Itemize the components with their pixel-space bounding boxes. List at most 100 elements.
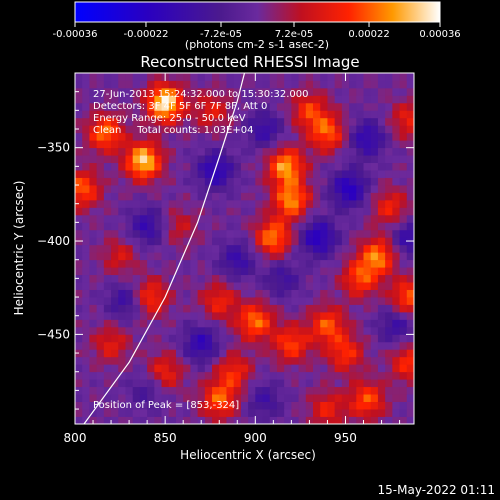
heatmap-cell [132, 177, 141, 186]
heatmap-cell [320, 326, 328, 335]
heatmap-cell [370, 282, 379, 290]
heatmap-cell [320, 214, 328, 223]
heatmap-cell [370, 326, 379, 335]
heatmap-cell [89, 252, 98, 261]
heatmap-cell [147, 394, 155, 402]
heatmap-cell [175, 319, 184, 328]
heatmap-cell [103, 155, 112, 164]
heatmap-cell [305, 379, 314, 388]
heatmap-cell [248, 282, 256, 290]
heatmap-cell [154, 371, 162, 380]
heatmap-cell [284, 177, 292, 186]
heatmap-cell [82, 334, 90, 343]
heatmap-cell [118, 132, 126, 141]
heatmap-cell [255, 282, 263, 290]
heatmap-cell [96, 289, 105, 298]
heatmap-cell [233, 349, 242, 358]
heatmap-cell [320, 140, 328, 149]
heatmap-cell [183, 192, 191, 201]
heatmap-cell [147, 341, 155, 350]
heatmap-cell [385, 87, 393, 96]
heatmap-cell [212, 304, 220, 313]
heatmap-cell [89, 132, 98, 141]
heatmap-cell [356, 110, 364, 119]
heatmap-cell [327, 319, 336, 328]
heatmap-cell [219, 170, 227, 178]
heatmap-cell [89, 177, 98, 186]
heatmap-cell [334, 341, 343, 350]
heatmap-cell [399, 401, 408, 410]
heatmap-cell [197, 229, 206, 238]
heatmap-cell [118, 386, 126, 395]
heatmap-cell [262, 416, 271, 424]
heatmap-cell [269, 394, 278, 402]
heatmap-cell [406, 222, 414, 231]
heatmap-cell [377, 259, 386, 268]
heatmap-cell [226, 304, 235, 313]
heatmap-cell [341, 95, 350, 104]
heatmap-cell [75, 170, 83, 178]
heatmap-cell [197, 304, 206, 313]
heatmap-cell [197, 155, 206, 164]
heatmap-cell [313, 341, 321, 350]
heatmap-cell [175, 371, 184, 380]
heatmap-cell [248, 259, 256, 268]
heatmap-cell [406, 155, 414, 164]
heatmap-cell [392, 80, 400, 89]
heatmap-cell [226, 80, 235, 89]
heatmap-cell [204, 401, 213, 410]
heatmap-cell [240, 155, 249, 164]
heatmap-cell [111, 222, 119, 231]
heatmap-cell [125, 229, 134, 238]
heatmap-cell [349, 364, 357, 373]
heatmap-cell [327, 110, 336, 119]
heatmap-cell [197, 259, 206, 268]
heatmap-cell [276, 162, 285, 171]
heatmap-cell [103, 132, 112, 141]
heatmap-cell [399, 334, 408, 343]
heatmap-cell [327, 341, 336, 350]
heatmap-cell [226, 132, 235, 141]
heatmap-cell [183, 364, 191, 373]
heatmap-cell [327, 409, 336, 417]
heatmap-cell [406, 319, 414, 328]
heatmap-cell [125, 319, 134, 328]
heatmap-cell [262, 95, 271, 104]
heatmap-cell [276, 87, 285, 96]
heatmap-cell [125, 199, 134, 208]
heatmap-cell [183, 207, 191, 216]
heatmap-cell [341, 334, 350, 343]
heatmap-cell [356, 199, 364, 208]
heatmap-cell [226, 155, 235, 164]
heatmap-cell [168, 177, 177, 186]
heatmap-cell [363, 170, 372, 178]
heatmap-cell [103, 416, 112, 424]
heatmap-cell [212, 199, 220, 208]
heatmap-cell [139, 237, 148, 246]
axis-ticks: 800 850 900 950−350−400−450 [37, 73, 414, 445]
heatmap-cell [183, 252, 191, 261]
heatmap-cell [212, 222, 220, 231]
heatmap-cell [377, 334, 386, 343]
heatmap-cell [327, 125, 336, 134]
heatmap-cell [154, 409, 162, 417]
heatmap-cell [82, 140, 90, 149]
heatmap-cell [139, 214, 148, 223]
heatmap-cell [175, 394, 184, 402]
heatmap-cell [385, 102, 393, 111]
heatmap-cell [233, 110, 242, 119]
heatmap-cell [406, 132, 414, 141]
heatmap-cell [363, 356, 372, 365]
heatmap-cell [233, 319, 242, 328]
heatmap-cell [190, 394, 199, 402]
heatmap-cell [75, 117, 83, 126]
heatmap-cell [125, 341, 134, 350]
heatmap-cell [255, 117, 263, 126]
heatmap-cell [103, 379, 112, 388]
heatmap-cell [363, 207, 372, 216]
heatmap-cell [147, 95, 155, 104]
heatmap-cell [118, 87, 126, 96]
heatmap-cell [111, 267, 119, 276]
heatmap-cell [392, 409, 400, 417]
heatmap-cell [175, 304, 184, 313]
